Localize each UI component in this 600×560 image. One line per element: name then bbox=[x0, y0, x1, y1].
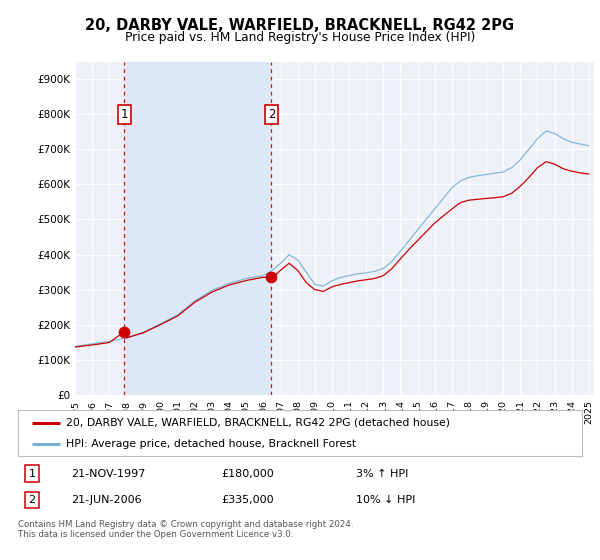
Text: 1: 1 bbox=[121, 108, 128, 121]
Text: 2: 2 bbox=[29, 494, 35, 505]
Text: 3% ↑ HPI: 3% ↑ HPI bbox=[356, 469, 409, 479]
Bar bbox=[124, 62, 271, 395]
Point bbox=[119, 327, 129, 336]
Text: £180,000: £180,000 bbox=[221, 469, 274, 479]
Text: 20, DARBY VALE, WARFIELD, BRACKNELL, RG42 2PG: 20, DARBY VALE, WARFIELD, BRACKNELL, RG4… bbox=[85, 18, 515, 33]
Text: 21-NOV-1997: 21-NOV-1997 bbox=[71, 469, 146, 479]
Text: 10% ↓ HPI: 10% ↓ HPI bbox=[356, 494, 416, 505]
Text: 2: 2 bbox=[268, 108, 275, 121]
Text: Price paid vs. HM Land Registry's House Price Index (HPI): Price paid vs. HM Land Registry's House … bbox=[125, 31, 475, 44]
Text: 20, DARBY VALE, WARFIELD, BRACKNELL, RG42 2PG (detached house): 20, DARBY VALE, WARFIELD, BRACKNELL, RG4… bbox=[66, 418, 450, 428]
Text: 1: 1 bbox=[29, 469, 35, 479]
Text: £335,000: £335,000 bbox=[221, 494, 274, 505]
Text: HPI: Average price, detached house, Bracknell Forest: HPI: Average price, detached house, Brac… bbox=[66, 439, 356, 449]
Text: 21-JUN-2006: 21-JUN-2006 bbox=[71, 494, 142, 505]
Point bbox=[266, 273, 276, 282]
Text: Contains HM Land Registry data © Crown copyright and database right 2024.
This d: Contains HM Land Registry data © Crown c… bbox=[18, 520, 353, 539]
